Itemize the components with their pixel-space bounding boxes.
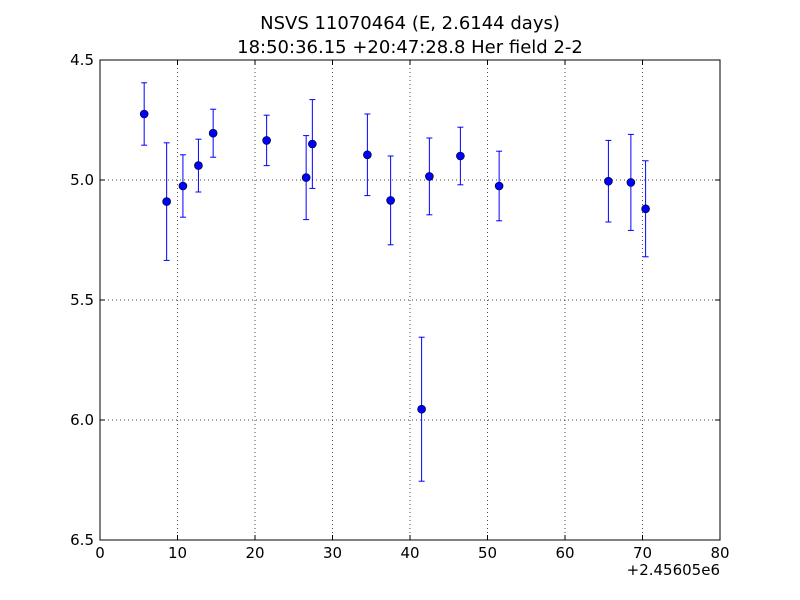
- data-point-group: [494, 150, 504, 222]
- data-point-group: [301, 135, 311, 221]
- data-point-group: [194, 138, 203, 193]
- data-point-group: [425, 137, 434, 216]
- data-point: [604, 176, 613, 186]
- x-tick-label: 60: [555, 544, 574, 562]
- data-point: [308, 139, 317, 149]
- chart-title-line2: 18:50:36.15 +20:47:28.8 Her field 2-2: [237, 37, 583, 58]
- data-point: [456, 151, 465, 161]
- data-point: [494, 181, 504, 191]
- data-point: [626, 178, 636, 187]
- axis-ticks: [99, 59, 721, 541]
- grid-lines: [100, 60, 720, 540]
- y-tick-label: 4.5: [70, 51, 94, 69]
- x-tick-label: 0: [95, 544, 105, 562]
- x-tick-label: 80: [710, 544, 729, 562]
- x-tick-labels: 0 10 20 30 40 50 60 70 80: [95, 544, 729, 562]
- data-marks: [139, 82, 650, 482]
- chart-title-line1: NSVS 11070464 (E, 2.6144 days): [260, 13, 560, 34]
- data-point: [208, 128, 218, 138]
- y-tick-label: 6.0: [70, 411, 94, 429]
- x-tick-label: 10: [168, 544, 187, 562]
- x-tick-label: 20: [245, 544, 264, 562]
- data-point-group: [604, 139, 613, 223]
- y-tick-label: 5.0: [70, 171, 94, 189]
- data-point-group: [386, 155, 395, 246]
- y-tick-labels: 4.5 5.0 5.5 6.0 6.5: [70, 51, 94, 549]
- data-point-group: [308, 99, 317, 189]
- data-point: [162, 197, 171, 206]
- y-tick-label: 5.5: [70, 291, 94, 309]
- data-point: [194, 161, 203, 170]
- data-point-group: [456, 126, 465, 186]
- data-point: [262, 136, 271, 145]
- data-point-group: [178, 154, 188, 218]
- data-point-group: [641, 160, 650, 258]
- data-point: [139, 109, 149, 119]
- x-offset-label: +2.45605e6: [627, 561, 720, 579]
- x-tick-label: 40: [400, 544, 419, 562]
- data-point: [425, 172, 434, 181]
- data-point: [363, 150, 372, 160]
- data-point-group: [262, 114, 271, 167]
- data-point: [301, 173, 311, 182]
- data-point: [417, 404, 426, 414]
- x-tick-label: 30: [323, 544, 342, 562]
- data-point-group: [417, 336, 426, 482]
- data-point-group: [363, 113, 372, 197]
- data-point: [178, 181, 188, 191]
- data-point-group: [162, 142, 171, 261]
- data-point: [641, 204, 650, 214]
- data-point-group: [139, 82, 149, 146]
- data-point: [386, 196, 395, 205]
- x-tick-label: 50: [478, 544, 497, 562]
- x-tick-label: 70: [633, 544, 652, 562]
- data-point-group: [208, 108, 218, 158]
- y-tick-label: 6.5: [70, 531, 94, 549]
- data-point-group: [626, 133, 636, 231]
